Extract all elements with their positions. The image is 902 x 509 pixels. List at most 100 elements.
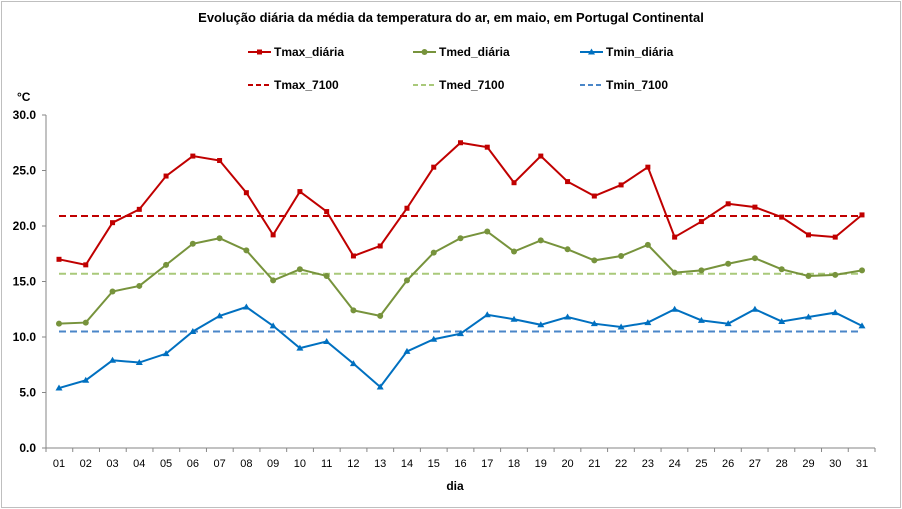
- data-point: [537, 321, 545, 328]
- x-axis-label: dia: [446, 479, 464, 493]
- data-point: [858, 322, 866, 329]
- data-point: [832, 271, 839, 278]
- x-tick-label: 24: [669, 458, 681, 470]
- data-point: [189, 240, 196, 247]
- x-tick-label: 31: [856, 458, 868, 470]
- data-point: [588, 48, 595, 55]
- data-point: [216, 312, 224, 319]
- legend-label: Tmed_diária: [439, 45, 510, 59]
- data-point: [350, 307, 357, 314]
- x-tick-label: 04: [133, 458, 145, 470]
- data-point: [217, 158, 223, 164]
- data-point: [590, 320, 598, 327]
- data-point: [431, 164, 437, 170]
- y-tick-label: 30.0: [13, 108, 37, 122]
- data-point: [404, 205, 410, 211]
- data-point: [591, 257, 598, 264]
- data-point: [832, 234, 838, 240]
- data-point: [698, 267, 705, 274]
- y-tick-label: 5.0: [19, 386, 36, 400]
- data-point: [458, 140, 463, 146]
- x-tick-label: 21: [588, 458, 600, 470]
- data-point: [296, 344, 304, 351]
- data-point: [430, 249, 437, 256]
- data-point: [565, 179, 571, 185]
- data-point: [672, 234, 678, 240]
- data-point: [270, 277, 277, 284]
- data-point: [618, 252, 625, 259]
- y-tick-label: 0.0: [19, 441, 36, 455]
- data-point: [242, 303, 250, 310]
- x-tick-label: 06: [187, 458, 199, 470]
- data-point: [779, 214, 785, 220]
- data-point: [136, 282, 143, 289]
- data-point: [109, 356, 117, 363]
- data-point: [671, 305, 679, 312]
- data-point: [403, 347, 411, 354]
- x-tick-label: 16: [454, 458, 466, 470]
- data-point: [645, 164, 651, 170]
- data-point: [110, 220, 116, 226]
- data-point: [189, 327, 197, 334]
- data-point: [644, 319, 652, 326]
- x-tick-label: 07: [213, 458, 225, 470]
- x-tick-label: 20: [561, 458, 573, 470]
- data-point: [618, 182, 624, 188]
- data-point: [296, 266, 303, 273]
- x-tick-label: 10: [294, 458, 306, 470]
- data-point: [269, 322, 277, 329]
- x-tick-label: 05: [160, 458, 172, 470]
- data-point: [163, 261, 170, 268]
- data-point: [484, 228, 491, 235]
- data-point: [82, 319, 89, 326]
- data-point: [270, 232, 276, 238]
- data-point: [510, 315, 518, 322]
- x-tick-label: 22: [615, 458, 627, 470]
- x-tick-label: 12: [347, 458, 359, 470]
- y-tick-label: 25.0: [13, 164, 37, 178]
- data-point: [56, 320, 62, 327]
- data-point: [457, 330, 464, 337]
- x-tick-label: 08: [240, 458, 252, 470]
- series-line-Tmin_diária: [58, 305, 863, 390]
- data-point: [804, 313, 812, 320]
- series-line-Tmed_diária: [58, 230, 863, 325]
- data-point: [243, 190, 249, 196]
- data-point: [751, 255, 758, 262]
- data-point: [697, 316, 705, 323]
- data-point: [243, 247, 250, 254]
- x-tick-label: 01: [53, 458, 65, 470]
- x-tick-label: 30: [829, 458, 841, 470]
- legend-label: Tmin_diária: [606, 45, 674, 59]
- data-point: [324, 209, 330, 215]
- data-point: [698, 219, 704, 225]
- legend-label: Tmax_diária: [274, 45, 344, 59]
- data-point: [377, 312, 384, 319]
- data-point: [421, 49, 428, 55]
- data-point: [484, 144, 490, 150]
- data-point: [724, 320, 732, 327]
- data-point: [805, 232, 811, 238]
- data-point: [538, 153, 544, 159]
- data-point: [591, 193, 597, 199]
- data-point: [859, 267, 865, 274]
- data-point: [859, 212, 865, 218]
- data-point: [162, 350, 170, 357]
- data-point: [163, 173, 169, 179]
- x-tick-label: 17: [481, 458, 493, 470]
- data-point: [56, 256, 62, 262]
- data-point: [805, 272, 812, 279]
- data-point: [377, 243, 383, 249]
- data-point: [376, 383, 384, 390]
- data-point: [323, 337, 331, 344]
- data-point: [216, 235, 223, 242]
- x-tick-label: 02: [80, 458, 92, 470]
- data-point: [511, 180, 517, 186]
- x-tick-label: 23: [642, 458, 654, 470]
- x-tick-label: 03: [106, 458, 118, 470]
- data-point: [671, 269, 678, 276]
- data-point: [831, 309, 839, 316]
- y-tick-label: 20.0: [13, 219, 37, 233]
- x-tick-label: 28: [776, 458, 788, 470]
